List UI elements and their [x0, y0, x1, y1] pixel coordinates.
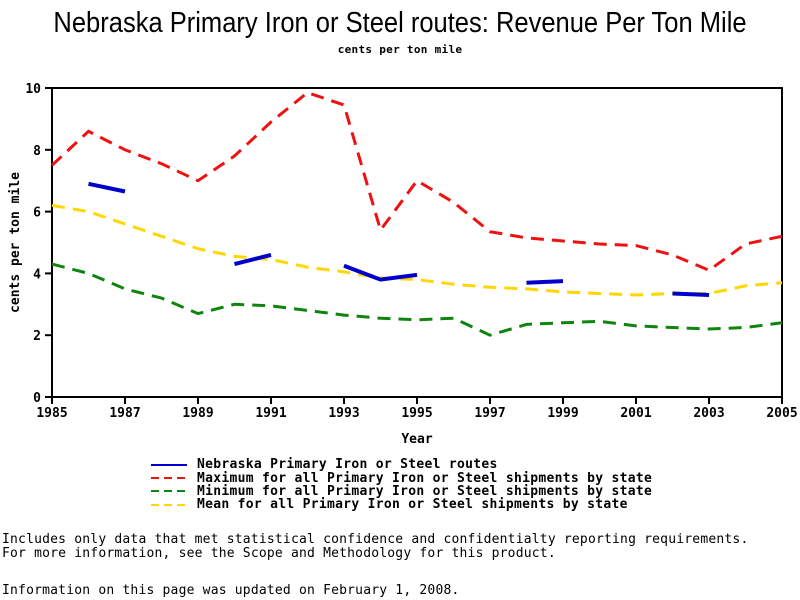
legend-label-maximum: Maximum for all Primary Iron or Steel sh… [197, 470, 653, 486]
series-line-minimum [51, 262, 783, 337]
legend: Nebraska Primary Iron or Steel routes Ma… [150, 457, 653, 513]
series-line-nebraska [526, 279, 564, 285]
footnote-line-2: For more information, see the Scope and … [2, 545, 556, 561]
series-line-mean [51, 203, 783, 297]
legend-label-mean: Mean for all Primary Iron or Steel shipm… [197, 497, 628, 513]
legend-swatch-mean-icon [151, 503, 187, 506]
legend-item-nebraska: Nebraska Primary Iron or Steel routes [150, 457, 652, 473]
plot-frame [51, 87, 783, 398]
legend-label-minimum: Minimum for all Primary Iron or Steel sh… [197, 483, 653, 499]
x-tick-label: 2003 [693, 406, 724, 421]
x-tick-label: 1995 [401, 406, 432, 421]
legend-swatch-nebraska-icon [151, 463, 187, 466]
chart-subtitle: cents per ton mile [337, 43, 463, 56]
footnote-line-1: Includes only data that met statistical … [2, 532, 749, 547]
x-tick-label: 1997 [474, 406, 505, 421]
y-tick-label: 0 [33, 391, 41, 406]
x-tick-label: 1989 [182, 406, 213, 421]
y-tick-label: 10 [25, 82, 41, 97]
y-tick-label: 8 [33, 144, 41, 159]
x-tick-label: 2005 [766, 406, 797, 421]
y-tick-label: 4 [33, 267, 41, 282]
legend-label-nebraska: Nebraska Primary Iron or Steel routes [197, 457, 498, 473]
x-tick-label: 1993 [328, 406, 359, 421]
series-line-nebraska [234, 252, 272, 267]
legend-item-maximum: Maximum for all Primary Iron or Steel sh… [150, 470, 653, 486]
series-line-nebraska [672, 291, 710, 297]
series-line-maximum [50, 90, 783, 273]
x-tick-label: 2001 [620, 406, 651, 421]
x-tick-label: 1991 [255, 406, 286, 421]
legend-swatch-minimum-icon [151, 490, 187, 493]
series-line-nebraska [88, 181, 126, 194]
series-line-nebraska [343, 263, 418, 282]
y-axis-title: cents per ton mile [8, 172, 23, 313]
y-tick-label: 2 [33, 329, 41, 344]
x-tick-label: 1985 [36, 406, 67, 421]
line-chart: 1985 1987 1989 1991 1993 1995 1997 1999 2001 2003… [8, 82, 798, 447]
x-axis-title: Year [401, 432, 432, 447]
legend-swatch-maximum-icon [151, 477, 187, 480]
legend-item-minimum: Minimum for all Primary Iron or Steel sh… [150, 483, 653, 499]
legend-item-mean: Mean for all Primary Iron or Steel shipm… [150, 497, 652, 513]
chart-title: Nebraska Primary Iron or Steel routes: R… [53, 7, 747, 39]
y-tick-label: 6 [33, 206, 41, 221]
footnote: Includes only data that met statistical … [2, 533, 748, 560]
updated-note: Information on this page was updated on … [2, 583, 460, 598]
x-tick-label: 1987 [109, 406, 140, 421]
x-tick-label: 1999 [547, 406, 578, 421]
